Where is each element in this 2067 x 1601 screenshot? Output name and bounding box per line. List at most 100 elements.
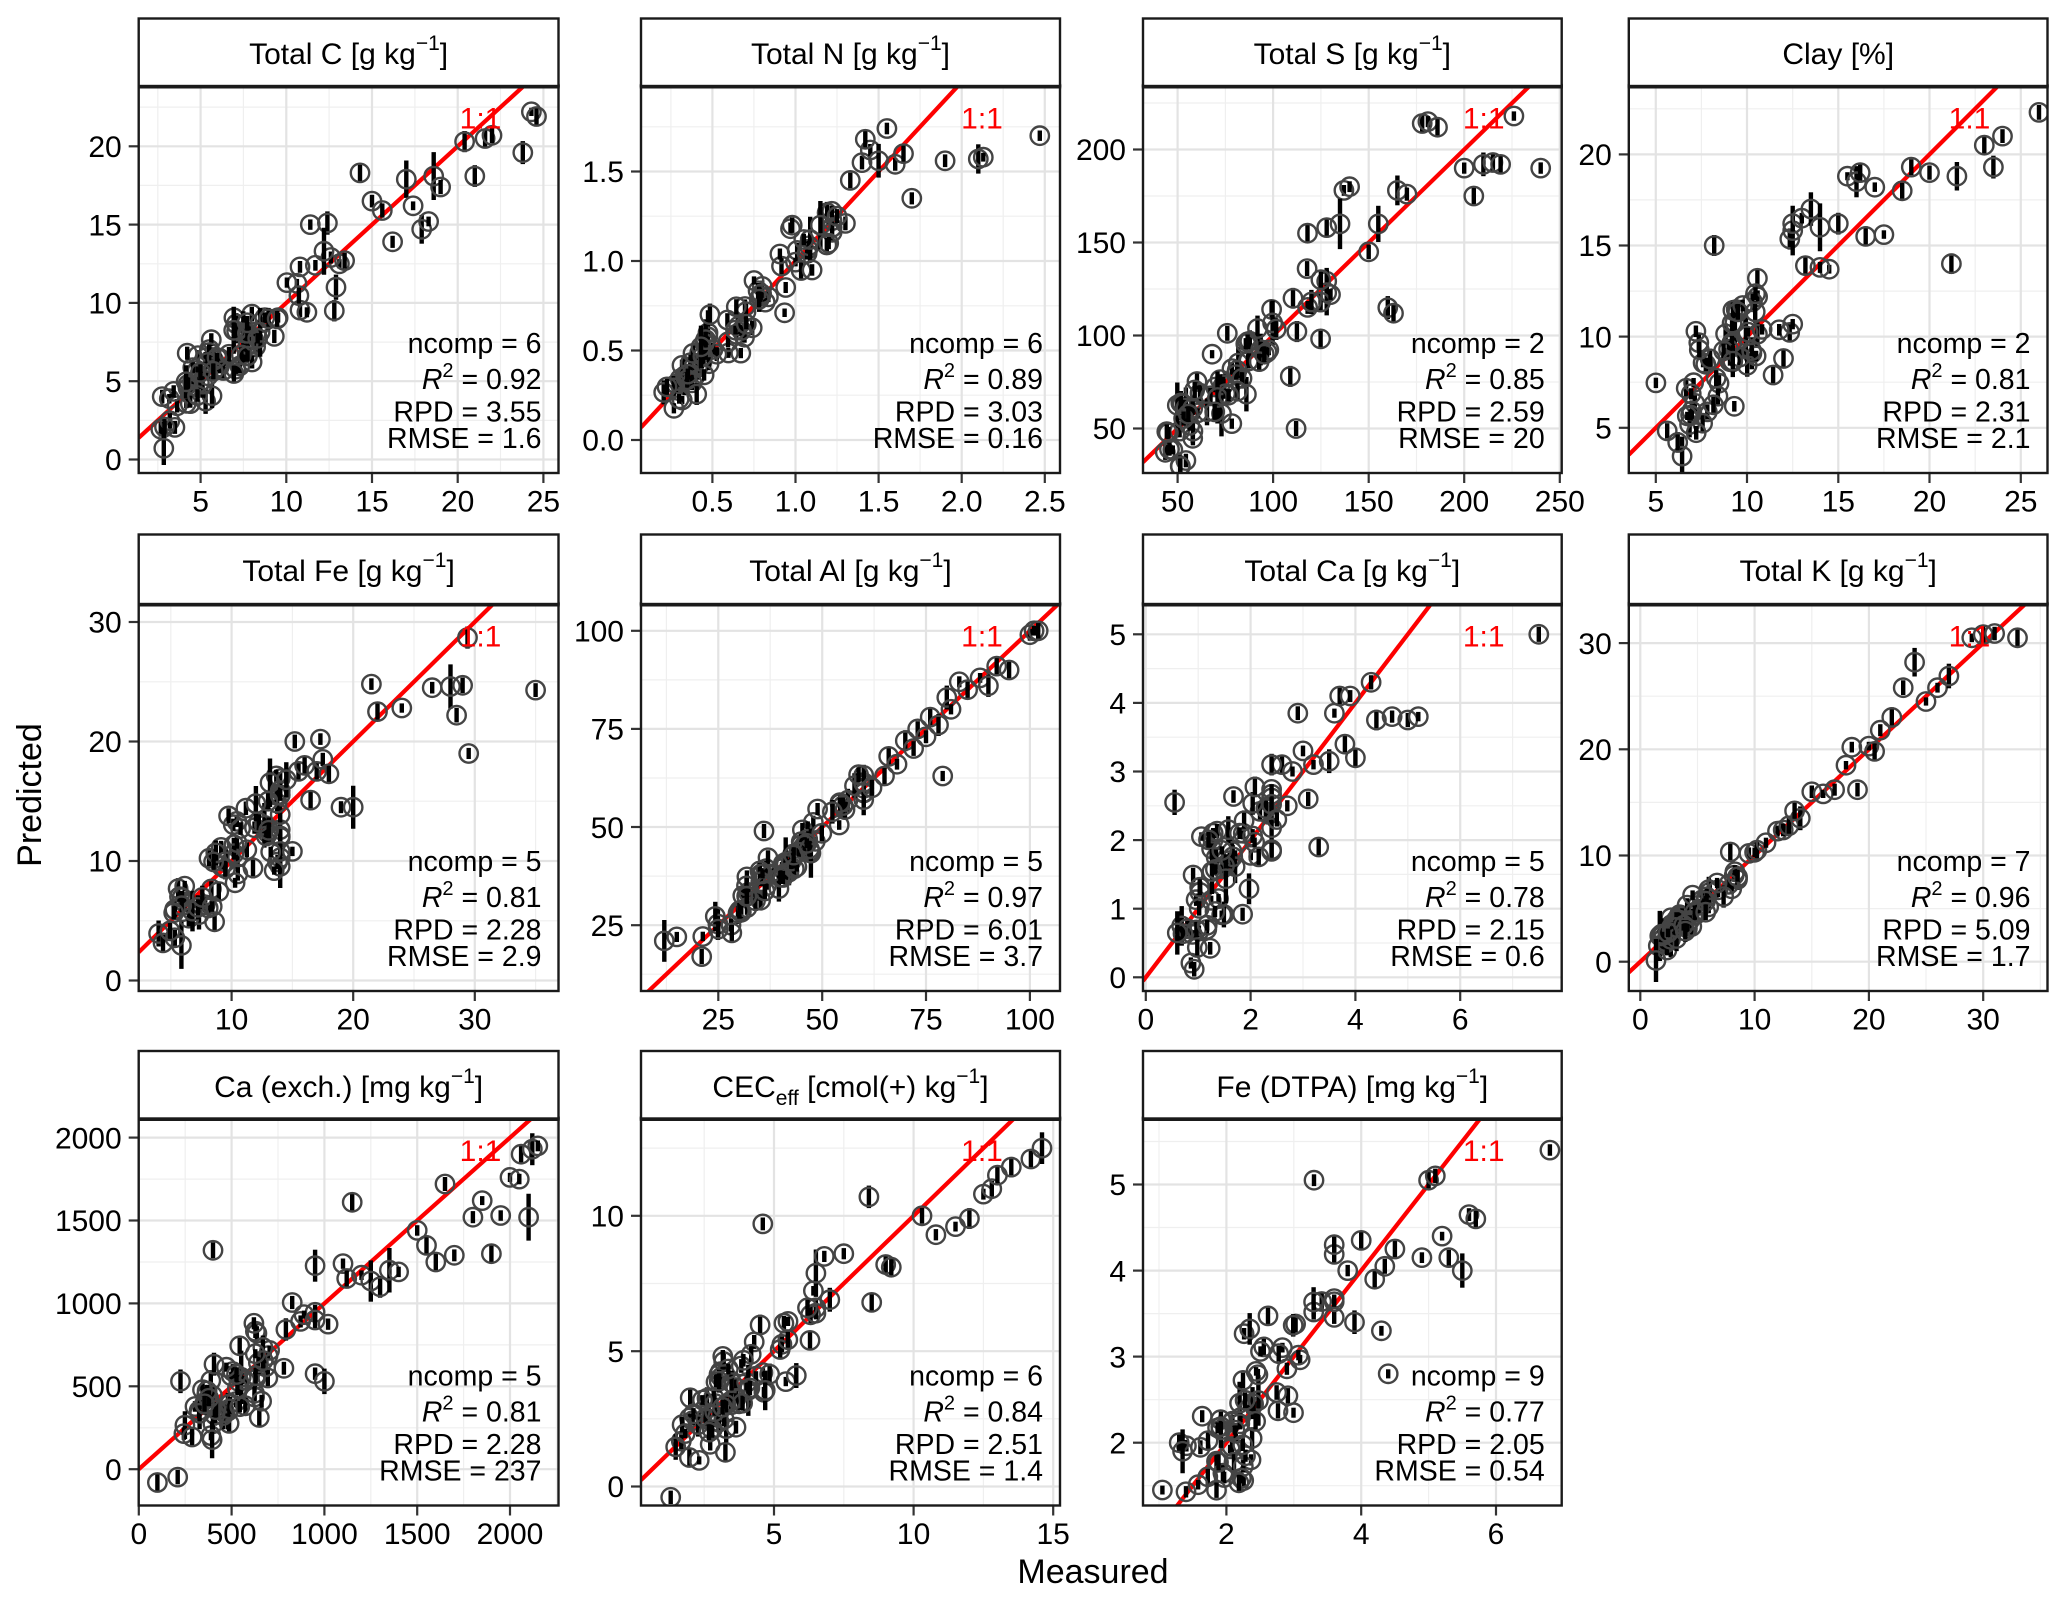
svg-text:ncomp = 9: ncomp = 9 <box>1411 1361 1545 1393</box>
svg-text:10: 10 <box>591 1201 624 1234</box>
svg-text:20: 20 <box>441 486 474 519</box>
svg-text:0: 0 <box>1632 1004 1649 1037</box>
svg-text:2: 2 <box>1109 1427 1126 1460</box>
svg-text:10: 10 <box>1730 486 1763 519</box>
svg-text:RMSE = 2.9: RMSE = 2.9 <box>387 941 541 973</box>
svg-text:1.5: 1.5 <box>858 486 900 519</box>
svg-text:5: 5 <box>766 1518 783 1551</box>
svg-text:30: 30 <box>1578 628 1611 661</box>
svg-text:RMSE = 20: RMSE = 20 <box>1398 423 1545 455</box>
svg-text:0: 0 <box>1109 962 1126 995</box>
svg-text:15: 15 <box>1822 486 1855 519</box>
svg-text:1: 1 <box>1109 893 1126 926</box>
svg-text:R2 = 0.84: R2 = 0.84 <box>923 1393 1043 1429</box>
svg-text:R2 = 0.96: R2 = 0.96 <box>1911 878 2031 914</box>
svg-text:2: 2 <box>1242 1004 1259 1037</box>
svg-text:500: 500 <box>72 1371 122 1404</box>
svg-text:25: 25 <box>591 910 624 943</box>
svg-text:ncomp = 5: ncomp = 5 <box>909 846 1043 878</box>
svg-text:100: 100 <box>574 616 624 649</box>
svg-text:10: 10 <box>270 486 303 519</box>
svg-text:RPD = 2.28: RPD = 2.28 <box>393 915 541 947</box>
svg-text:RMSE = 1.4: RMSE = 1.4 <box>889 1456 1044 1488</box>
svg-text:1:1: 1:1 <box>460 1135 502 1168</box>
svg-text:1:1: 1:1 <box>1463 621 1505 654</box>
svg-text:30: 30 <box>458 1004 491 1037</box>
svg-text:Total N [g kg−1​]: Total N [g kg−1​] <box>751 32 950 71</box>
svg-text:10: 10 <box>88 846 121 879</box>
svg-text:Total Ca [g kg−1​]: Total Ca [g kg−1​] <box>1244 549 1460 588</box>
svg-text:0: 0 <box>105 1454 122 1487</box>
svg-text:RMSE = 0.54: RMSE = 0.54 <box>1374 1456 1544 1488</box>
svg-text:1.5: 1.5 <box>582 156 624 189</box>
svg-text:RMSE = 237: RMSE = 237 <box>379 1456 541 1488</box>
svg-text:10: 10 <box>215 1004 248 1037</box>
svg-text:RPD = 3.03: RPD = 3.03 <box>895 397 1043 429</box>
svg-text:Total S [g kg−1​]: Total S [g kg−1​] <box>1254 32 1451 71</box>
svg-text:R2 = 0.89: R2 = 0.89 <box>923 360 1043 396</box>
svg-text:CECeff​ [cmol(+) kg−1​]: CECeff​ [cmol(+) kg−1​] <box>712 1065 988 1110</box>
svg-text:20: 20 <box>1913 486 1946 519</box>
svg-text:25: 25 <box>527 486 560 519</box>
svg-text:R2 = 0.97: R2 = 0.97 <box>923 878 1043 914</box>
svg-text:ncomp = 6: ncomp = 6 <box>909 1361 1043 1393</box>
svg-text:5: 5 <box>607 1336 624 1369</box>
svg-text:4: 4 <box>1109 1255 1126 1288</box>
svg-text:RPD = 2.15: RPD = 2.15 <box>1397 915 1545 947</box>
svg-text:20: 20 <box>1852 1004 1885 1037</box>
svg-text:5: 5 <box>1109 1169 1126 1202</box>
svg-text:2.0: 2.0 <box>941 486 983 519</box>
svg-text:RPD = 6.01: RPD = 6.01 <box>895 915 1043 947</box>
svg-text:20: 20 <box>88 131 121 164</box>
svg-text:150: 150 <box>1344 486 1394 519</box>
svg-text:Total Al [g kg−1​]: Total Al [g kg−1​] <box>749 549 951 588</box>
svg-text:R2 = 0.81: R2 = 0.81 <box>422 878 542 914</box>
svg-text:10: 10 <box>1578 840 1611 873</box>
svg-text:RPD = 2.28: RPD = 2.28 <box>393 1429 541 1461</box>
svg-text:75: 75 <box>909 1004 942 1037</box>
svg-text:5: 5 <box>192 486 209 519</box>
svg-text:100: 100 <box>1076 320 1126 353</box>
svg-text:0.5: 0.5 <box>582 335 624 368</box>
svg-text:10: 10 <box>1738 1004 1771 1037</box>
svg-text:0: 0 <box>105 965 122 998</box>
svg-text:Predicted: Predicted <box>11 723 49 867</box>
svg-text:100: 100 <box>1248 486 1298 519</box>
svg-text:1500: 1500 <box>55 1205 122 1238</box>
svg-text:RPD = 3.55: RPD = 3.55 <box>393 397 541 429</box>
svg-text:2: 2 <box>1218 1518 1235 1551</box>
svg-text:RPD = 2.31: RPD = 2.31 <box>1882 397 2030 429</box>
svg-text:15: 15 <box>1037 1518 1070 1551</box>
svg-text:200: 200 <box>1076 134 1126 167</box>
svg-text:4: 4 <box>1109 688 1126 721</box>
svg-text:R2 = 0.81: R2 = 0.81 <box>1911 360 2031 396</box>
svg-text:5: 5 <box>1647 486 1664 519</box>
svg-text:15: 15 <box>355 486 388 519</box>
svg-text:15: 15 <box>88 209 121 242</box>
svg-text:30: 30 <box>1967 1004 2000 1037</box>
svg-text:200: 200 <box>1439 486 1489 519</box>
svg-text:6: 6 <box>1452 1004 1469 1037</box>
svg-text:3: 3 <box>1109 1341 1126 1374</box>
svg-text:250: 250 <box>1535 486 1585 519</box>
svg-text:1:1: 1:1 <box>1949 103 1991 136</box>
svg-text:1.0: 1.0 <box>775 486 817 519</box>
svg-text:50: 50 <box>1093 413 1126 446</box>
svg-text:Clay [%]: Clay [%] <box>1782 38 1894 71</box>
svg-text:RMSE = 0.16: RMSE = 0.16 <box>873 423 1043 455</box>
svg-text:100: 100 <box>1005 1004 1055 1037</box>
svg-text:0.5: 0.5 <box>692 486 734 519</box>
svg-text:RPD = 2.59: RPD = 2.59 <box>1397 397 1545 429</box>
svg-text:15: 15 <box>1578 230 1611 263</box>
svg-text:RMSE = 2.1: RMSE = 2.1 <box>1876 423 2030 455</box>
svg-text:50: 50 <box>1161 486 1194 519</box>
svg-text:RMSE = 3.7: RMSE = 3.7 <box>889 941 1043 973</box>
svg-text:R2 = 0.78: R2 = 0.78 <box>1425 878 1545 914</box>
svg-text:ncomp = 6: ncomp = 6 <box>909 328 1043 360</box>
svg-text:0.0: 0.0 <box>582 425 624 458</box>
svg-text:RMSE = 0.6: RMSE = 0.6 <box>1390 941 1544 973</box>
svg-text:10: 10 <box>897 1518 930 1551</box>
svg-text:R2 = 0.85: R2 = 0.85 <box>1425 360 1545 396</box>
svg-text:5: 5 <box>105 366 122 399</box>
svg-text:2: 2 <box>1109 825 1126 858</box>
